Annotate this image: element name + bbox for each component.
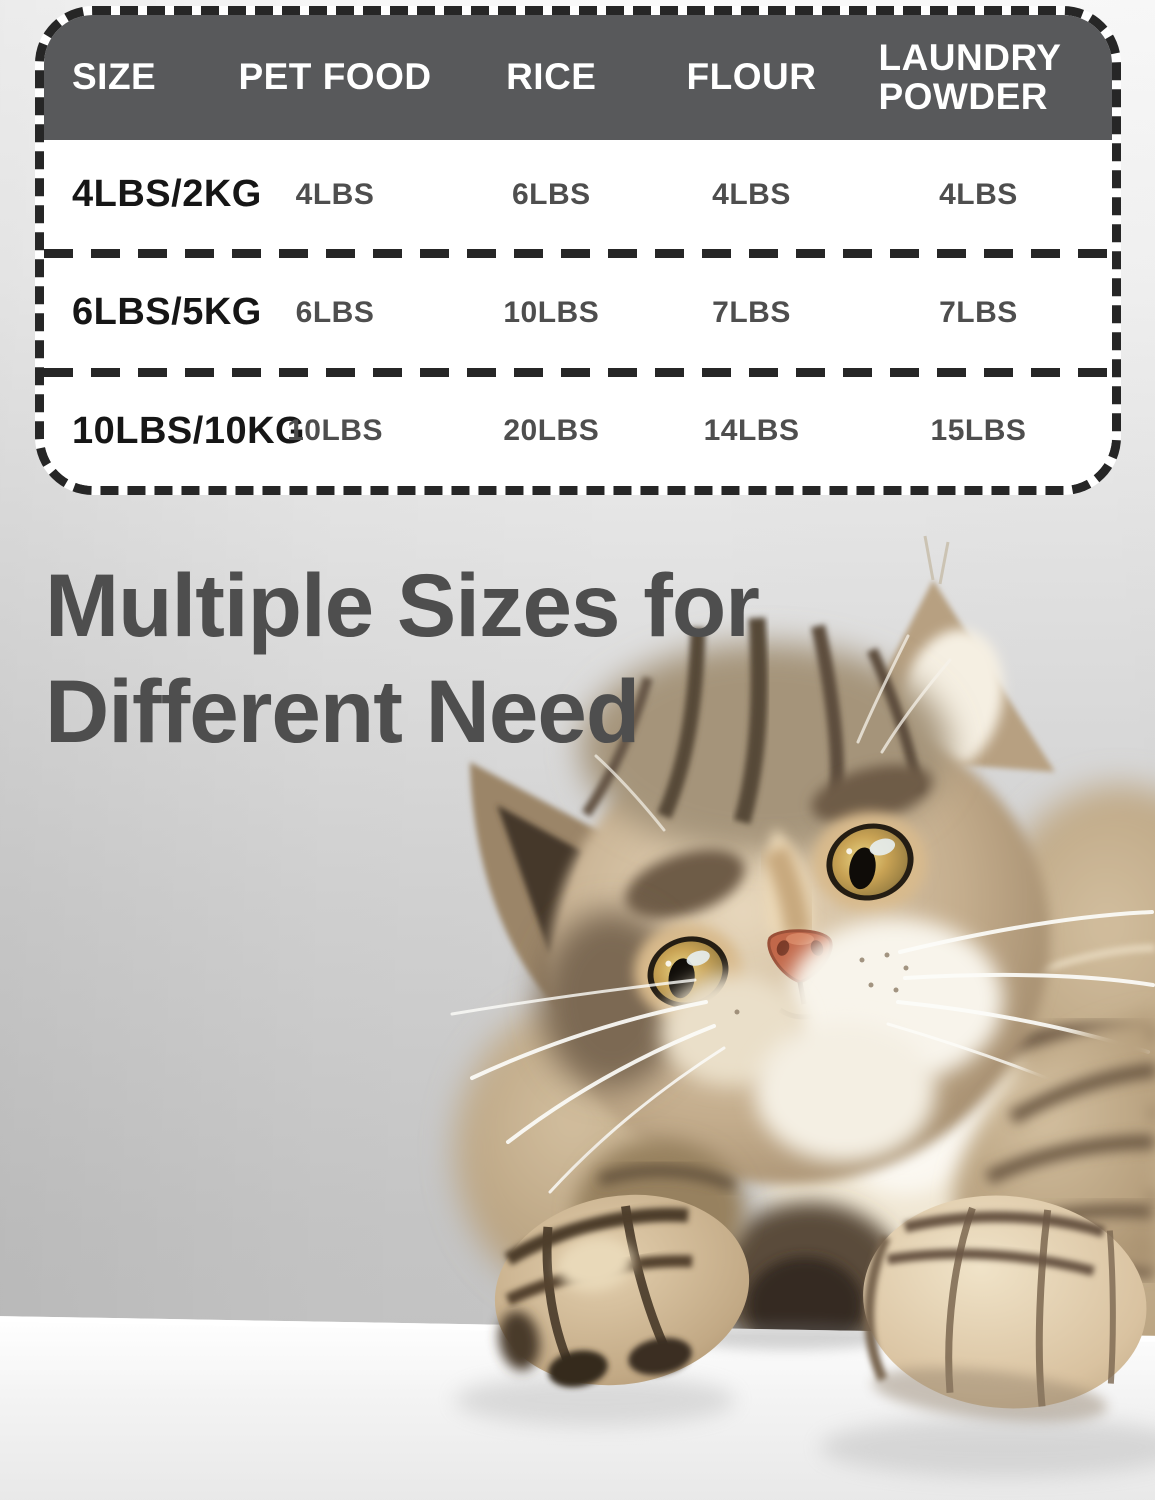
- row-size-label: 6LBS/5KG: [72, 291, 262, 334]
- cat-right-eye: [826, 823, 914, 901]
- cell-flour: 4LBS: [712, 177, 791, 211]
- whisker-spots: [734, 952, 909, 1015]
- cell-laundry: 15LBS: [930, 414, 1027, 448]
- cell-pet-food: 10LBS: [287, 414, 383, 448]
- cat-head: [450, 535, 1155, 1194]
- cell-flour: 14LBS: [703, 414, 800, 448]
- row-size-label: 4LBS/2KG: [72, 173, 262, 216]
- column-header-size: SIZE: [72, 56, 157, 98]
- row-size-label: 10LBS/10KG: [72, 409, 306, 452]
- cell-pet-food: 6LBS: [295, 295, 375, 329]
- cat-paws: [494, 1012, 1155, 1422]
- column-header-pet-food: PET FOOD: [238, 56, 432, 98]
- cell-pet-food: 4LBS: [295, 177, 375, 211]
- cell-rice: 10LBS: [503, 295, 600, 329]
- headline-line-2: Different Need: [45, 660, 640, 761]
- table-body: 4LBS/2KG 4LBS 6LBS 4LBS 4LBS 6LBS/5KG 6L…: [44, 140, 1112, 486]
- cell-rice: 6LBS: [511, 177, 591, 211]
- table-row-6lbs: 6LBS/5KG 6LBS 10LBS 7LBS 7LBS: [44, 258, 1112, 368]
- cat-left-paw: [494, 1194, 750, 1388]
- table-row-4lbs: 4LBS/2KG 4LBS 6LBS 4LBS 4LBS: [44, 140, 1112, 250]
- cell-laundry: 4LBS: [939, 177, 1018, 211]
- table-header-row: SIZE PET FOOD RICE FLOUR LAUNDRY POWDER: [44, 15, 1112, 140]
- column-header-laundry-powder: LAUNDRY POWDER: [878, 37, 1061, 117]
- dashed-row-divider: [44, 249, 1112, 259]
- dashed-row-divider: [44, 367, 1112, 377]
- cell-rice: 20LBS: [503, 414, 600, 448]
- cat-whiskers: [450, 634, 1155, 1194]
- size-comparison-table: SIZE PET FOOD RICE FLOUR LAUNDRY POWDER …: [35, 6, 1121, 495]
- table-row-10lbs: 10LBS/10KG 10LBS 20LBS 14LBS 15LBS: [44, 376, 1112, 486]
- cell-flour: 7LBS: [712, 295, 791, 329]
- cell-laundry: 7LBS: [939, 295, 1018, 329]
- column-header-rice: RICE: [506, 56, 597, 98]
- headline: Multiple Sizes for Different Need: [45, 553, 760, 765]
- headline-line-1: Multiple Sizes for: [45, 555, 760, 655]
- column-header-flour: FLOUR: [686, 56, 817, 98]
- cat-right-paw: [863, 1195, 1147, 1422]
